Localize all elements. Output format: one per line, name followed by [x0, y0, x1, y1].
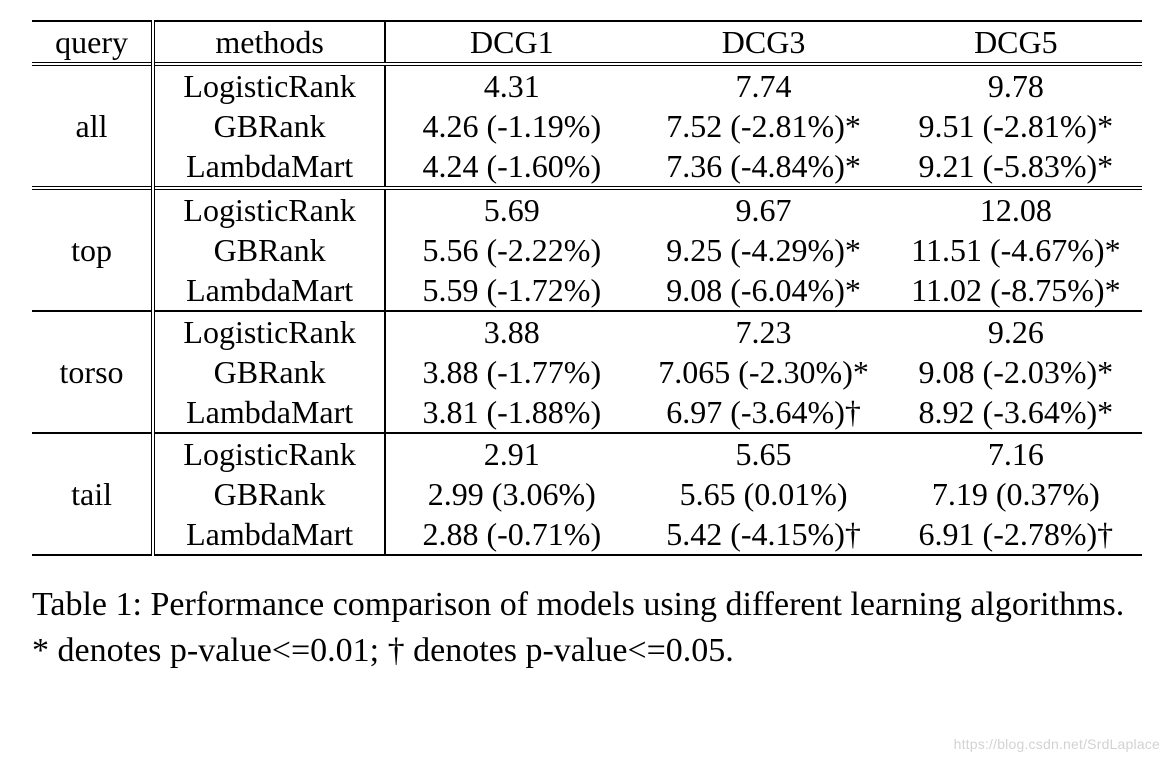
col-header-methods: methods: [153, 21, 385, 64]
dcg3-cell: 9.08 (-6.04%)*: [637, 270, 889, 311]
dcg1-cell: 3.88: [385, 311, 637, 352]
dcg1-cell: 5.69: [385, 188, 637, 230]
query-label: top: [32, 188, 153, 311]
method-cell: LogisticRank: [153, 64, 385, 106]
table-row: LambdaMart 4.24 (-1.60%) 7.36 (-4.84%)* …: [32, 146, 1142, 188]
results-table: query methods DCG1 DCG3 DCG5 all Logisti…: [32, 20, 1142, 556]
table-row: all LogisticRank 4.31 7.74 9.78: [32, 64, 1142, 106]
dcg1-cell: 2.91: [385, 433, 637, 474]
method-cell: GBRank: [153, 352, 385, 392]
dcg3-cell: 7.36 (-4.84%)*: [637, 146, 889, 188]
table-row: GBRank 5.56 (-2.22%) 9.25 (-4.29%)* 11.5…: [32, 230, 1142, 270]
dcg5-cell: 7.16: [890, 433, 1142, 474]
dcg3-cell: 5.65: [637, 433, 889, 474]
dcg5-cell: 6.91 (-2.78%)†: [890, 514, 1142, 555]
table-row: GBRank 3.88 (-1.77%) 7.065 (-2.30%)* 9.0…: [32, 352, 1142, 392]
method-cell: GBRank: [153, 230, 385, 270]
dcg5-cell: 9.21 (-5.83%)*: [890, 146, 1142, 188]
method-cell: LogisticRank: [153, 433, 385, 474]
table-row: tail LogisticRank 2.91 5.65 7.16: [32, 433, 1142, 474]
dcg1-cell: 4.31: [385, 64, 637, 106]
col-header-query: query: [32, 21, 153, 64]
method-cell: LambdaMart: [153, 392, 385, 433]
dcg1-cell: 5.59 (-1.72%): [385, 270, 637, 311]
dcg5-cell: 12.08: [890, 188, 1142, 230]
dcg1-cell: 3.81 (-1.88%): [385, 392, 637, 433]
method-cell: LambdaMart: [153, 270, 385, 311]
table-row: LambdaMart 5.59 (-1.72%) 9.08 (-6.04%)* …: [32, 270, 1142, 311]
dcg5-cell: 11.51 (-4.67%)*: [890, 230, 1142, 270]
page: query methods DCG1 DCG3 DCG5 all Logisti…: [0, 0, 1174, 760]
method-cell: LambdaMart: [153, 514, 385, 555]
col-header-dcg1: DCG1: [385, 21, 637, 64]
query-label: torso: [32, 311, 153, 433]
dcg5-cell: 11.02 (-8.75%)*: [890, 270, 1142, 311]
query-label: all: [32, 64, 153, 188]
dcg3-cell: 7.74: [637, 64, 889, 106]
method-cell: LogisticRank: [153, 311, 385, 352]
dcg3-cell: 9.67: [637, 188, 889, 230]
table-row: GBRank 4.26 (-1.19%) 7.52 (-2.81%)* 9.51…: [32, 106, 1142, 146]
dcg5-cell: 9.78: [890, 64, 1142, 106]
table-row: GBRank 2.99 (3.06%) 5.65 (0.01%) 7.19 (0…: [32, 474, 1142, 514]
table-row: top LogisticRank 5.69 9.67 12.08: [32, 188, 1142, 230]
dcg1-cell: 5.56 (-2.22%): [385, 230, 637, 270]
watermark-text: https://blog.csdn.net/SrdLaplace: [954, 736, 1160, 752]
dcg3-cell: 7.065 (-2.30%)*: [637, 352, 889, 392]
dcg5-cell: 9.26: [890, 311, 1142, 352]
dcg5-cell: 9.51 (-2.81%)*: [890, 106, 1142, 146]
dcg5-cell: 9.08 (-2.03%)*: [890, 352, 1142, 392]
table-header-row: query methods DCG1 DCG3 DCG5: [32, 21, 1142, 64]
dcg3-cell: 7.23: [637, 311, 889, 352]
dcg5-cell: 8.92 (-3.64%)*: [890, 392, 1142, 433]
dcg1-cell: 2.99 (3.06%): [385, 474, 637, 514]
method-cell: LambdaMart: [153, 146, 385, 188]
dcg1-cell: 4.26 (-1.19%): [385, 106, 637, 146]
table-row: LambdaMart 3.81 (-1.88%) 6.97 (-3.64%)† …: [32, 392, 1142, 433]
query-label: tail: [32, 433, 153, 555]
dcg1-cell: 3.88 (-1.77%): [385, 352, 637, 392]
table-caption: Table 1: Performance comparison of model…: [32, 582, 1142, 674]
method-cell: GBRank: [153, 474, 385, 514]
table-row: torso LogisticRank 3.88 7.23 9.26: [32, 311, 1142, 352]
dcg1-cell: 2.88 (-0.71%): [385, 514, 637, 555]
dcg3-cell: 9.25 (-4.29%)*: [637, 230, 889, 270]
dcg3-cell: 7.52 (-2.81%)*: [637, 106, 889, 146]
col-header-dcg3: DCG3: [637, 21, 889, 64]
col-header-dcg5: DCG5: [890, 21, 1142, 64]
dcg3-cell: 5.42 (-4.15%)†: [637, 514, 889, 555]
dcg5-cell: 7.19 (0.37%): [890, 474, 1142, 514]
dcg1-cell: 4.24 (-1.60%): [385, 146, 637, 188]
method-cell: LogisticRank: [153, 188, 385, 230]
dcg3-cell: 5.65 (0.01%): [637, 474, 889, 514]
table-row: LambdaMart 2.88 (-0.71%) 5.42 (-4.15%)† …: [32, 514, 1142, 555]
dcg3-cell: 6.97 (-3.64%)†: [637, 392, 889, 433]
method-cell: GBRank: [153, 106, 385, 146]
